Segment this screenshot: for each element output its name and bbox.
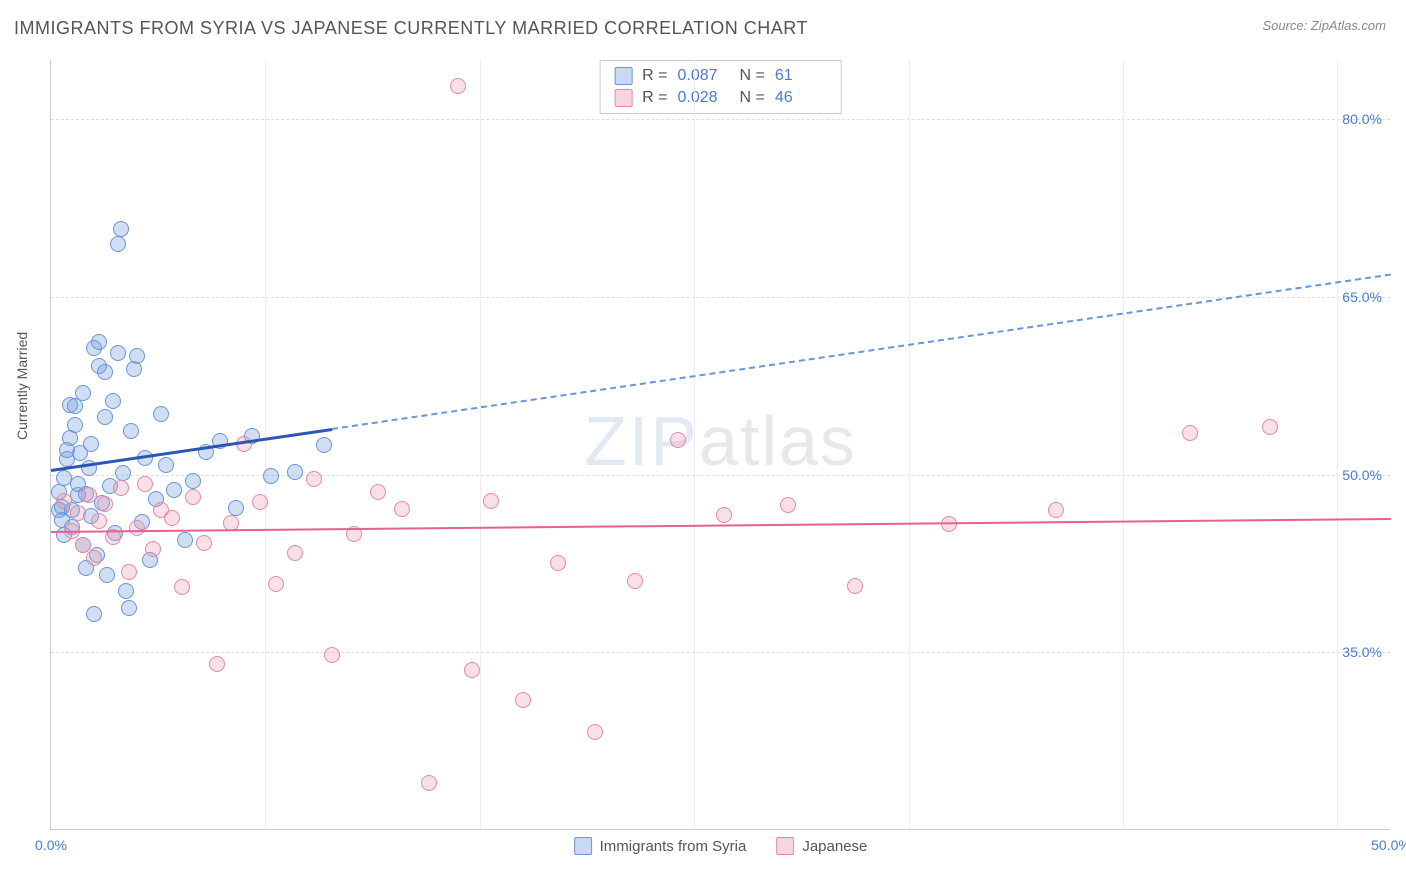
- data-point-a: [166, 482, 182, 498]
- data-point-b: [252, 494, 268, 510]
- plot-area: ZIPatlas R = 0.087 N = 61 R = 0.028 N = …: [50, 60, 1390, 830]
- data-point-a: [91, 334, 107, 350]
- data-point-b: [113, 480, 129, 496]
- data-point-b: [780, 497, 796, 513]
- data-point-a: [228, 500, 244, 516]
- chart-source: Source: ZipAtlas.com: [1262, 18, 1386, 33]
- data-point-a: [86, 606, 102, 622]
- data-point-b: [81, 487, 97, 503]
- gridline-h: [51, 652, 1390, 653]
- gridline-h: [51, 119, 1390, 120]
- gridline-h: [51, 475, 1390, 476]
- gridline-v: [1123, 60, 1124, 829]
- data-point-b: [670, 432, 686, 448]
- y-tick-label: 35.0%: [1342, 644, 1382, 660]
- data-point-b: [306, 471, 322, 487]
- data-point-b: [129, 520, 145, 536]
- data-point-b: [196, 535, 212, 551]
- data-point-b: [86, 550, 102, 566]
- data-point-b: [716, 507, 732, 523]
- data-point-b: [185, 489, 201, 505]
- data-point-a: [67, 417, 83, 433]
- data-point-b: [91, 513, 107, 529]
- data-point-b: [97, 496, 113, 512]
- data-point-b: [515, 692, 531, 708]
- gridline-v: [480, 60, 481, 829]
- data-point-a: [263, 468, 279, 484]
- data-point-b: [287, 545, 303, 561]
- data-point-b: [324, 647, 340, 663]
- data-point-a: [99, 567, 115, 583]
- data-point-b: [464, 662, 480, 678]
- data-point-b: [941, 516, 957, 532]
- gridline-v: [1337, 60, 1338, 829]
- data-point-b: [370, 484, 386, 500]
- data-point-a: [83, 436, 99, 452]
- swatch-series-a: [614, 67, 632, 85]
- data-point-b: [450, 78, 466, 94]
- data-point-b: [847, 578, 863, 594]
- data-point-b: [70, 505, 86, 521]
- data-point-b: [627, 573, 643, 589]
- chart-title: IMMIGRANTS FROM SYRIA VS JAPANESE CURREN…: [14, 18, 808, 39]
- legend-series: Immigrants from Syria Japanese: [574, 837, 868, 855]
- y-tick-label: 50.0%: [1342, 467, 1382, 483]
- data-point-b: [268, 576, 284, 592]
- data-point-a: [287, 464, 303, 480]
- data-point-a: [97, 364, 113, 380]
- data-point-a: [105, 393, 121, 409]
- gridline-v: [265, 60, 266, 829]
- data-point-a: [113, 221, 129, 237]
- data-point-b: [587, 724, 603, 740]
- legend-stats-row-b: R = 0.028 N = 46: [610, 87, 831, 109]
- data-point-a: [110, 345, 126, 361]
- data-point-b: [137, 476, 153, 492]
- gridline-h: [51, 297, 1390, 298]
- legend-item-a: Immigrants from Syria: [574, 837, 747, 855]
- data-point-a: [158, 457, 174, 473]
- y-tick-label: 65.0%: [1342, 289, 1382, 305]
- data-point-b: [164, 510, 180, 526]
- swatch-series-a-icon: [574, 837, 592, 855]
- data-point-a: [177, 532, 193, 548]
- data-point-a: [75, 385, 91, 401]
- watermark: ZIPatlas: [584, 401, 857, 481]
- legend-stats: R = 0.087 N = 61 R = 0.028 N = 46: [599, 60, 842, 114]
- data-point-a: [153, 406, 169, 422]
- data-point-a: [118, 583, 134, 599]
- data-point-b: [483, 493, 499, 509]
- gridline-v: [909, 60, 910, 829]
- legend-item-b: Japanese: [776, 837, 867, 855]
- data-point-a: [97, 409, 113, 425]
- data-point-a: [129, 348, 145, 364]
- data-point-b: [174, 579, 190, 595]
- data-point-a: [185, 473, 201, 489]
- y-tick-label: 80.0%: [1342, 111, 1382, 127]
- swatch-series-b: [614, 89, 632, 107]
- data-point-b: [1048, 502, 1064, 518]
- data-point-a: [123, 423, 139, 439]
- data-point-b: [145, 541, 161, 557]
- data-point-b: [550, 555, 566, 571]
- data-point-b: [394, 501, 410, 517]
- data-point-b: [121, 564, 137, 580]
- data-point-b: [1182, 425, 1198, 441]
- data-point-a: [110, 236, 126, 252]
- gridline-v: [694, 60, 695, 829]
- data-point-b: [421, 775, 437, 791]
- data-point-b: [209, 656, 225, 672]
- chart-header: IMMIGRANTS FROM SYRIA VS JAPANESE CURREN…: [0, 0, 1406, 50]
- swatch-series-b-icon: [776, 837, 794, 855]
- legend-stats-row-a: R = 0.087 N = 61: [610, 65, 831, 87]
- x-tick-label: 0.0%: [35, 837, 67, 853]
- y-axis-label: Currently Married: [14, 332, 30, 440]
- x-tick-label: 50.0%: [1371, 837, 1406, 853]
- data-point-a: [316, 437, 332, 453]
- data-point-b: [1262, 419, 1278, 435]
- data-point-a: [121, 600, 137, 616]
- data-point-b: [56, 493, 72, 509]
